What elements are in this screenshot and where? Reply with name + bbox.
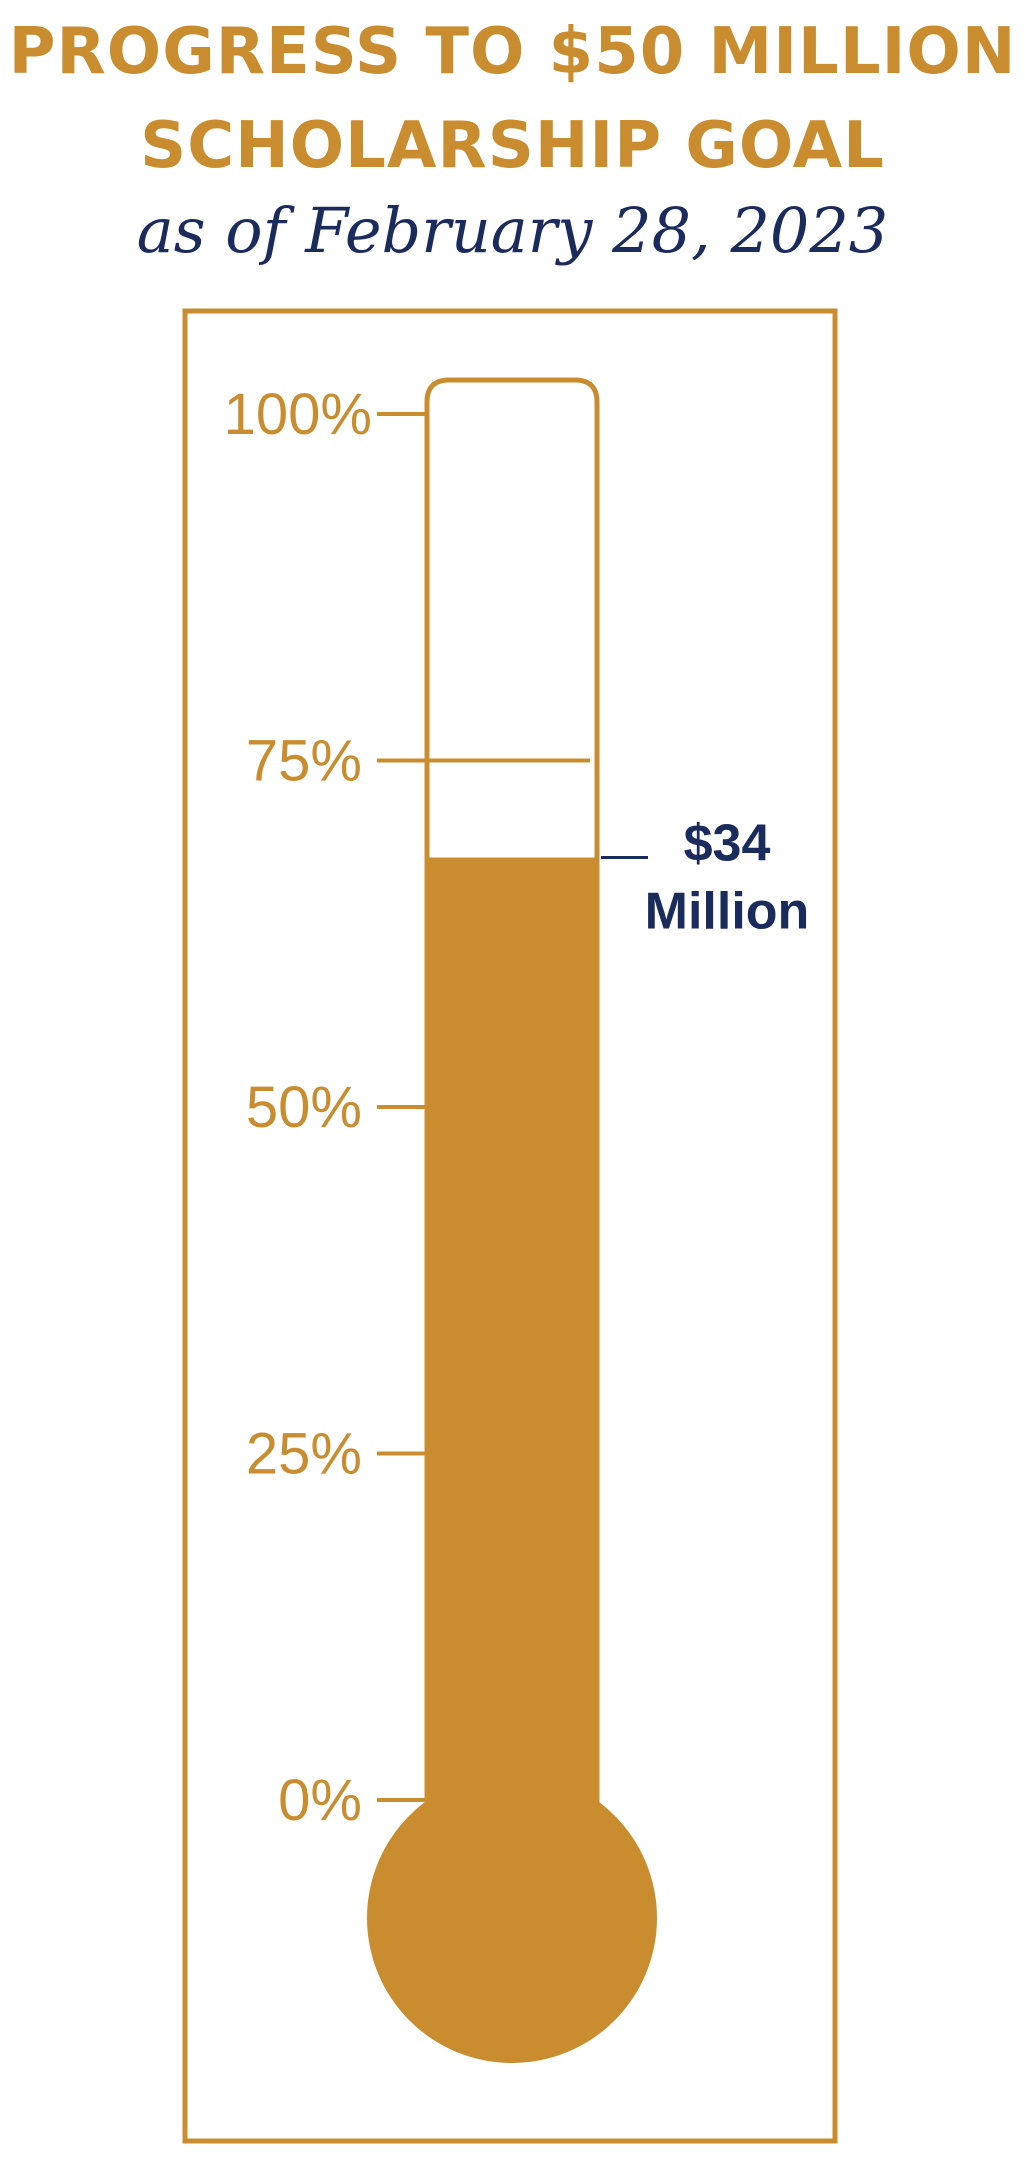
- chart-title-line-2: SCHOLARSHIP GOAL: [140, 109, 885, 183]
- tick-label: 0%: [278, 1768, 362, 1833]
- tick-label: 75%: [246, 729, 362, 794]
- tick-label: 100%: [224, 382, 372, 447]
- progress-annotation: $34 Million: [601, 815, 809, 941]
- chart-subtitle: as of February 28, 2023: [136, 194, 889, 267]
- chart-frame: [182, 308, 838, 2144]
- thermometer-tube-outline: [424, 377, 600, 1918]
- tick-label: 25%: [246, 1422, 362, 1487]
- thermometer-bulb: [367, 1773, 657, 2063]
- amount-unit-label: Million: [645, 883, 810, 941]
- thermometer-fill: [425, 857, 599, 1918]
- amount-value-label: $34: [684, 815, 771, 873]
- chart-title-line-1: PROGRESS TO $50 MILLION: [8, 15, 1017, 89]
- tick-label: 50%: [246, 1075, 362, 1140]
- thermometer: [367, 377, 657, 2063]
- tick-group: 100% 75% 50% 25% 0%: [224, 382, 590, 1833]
